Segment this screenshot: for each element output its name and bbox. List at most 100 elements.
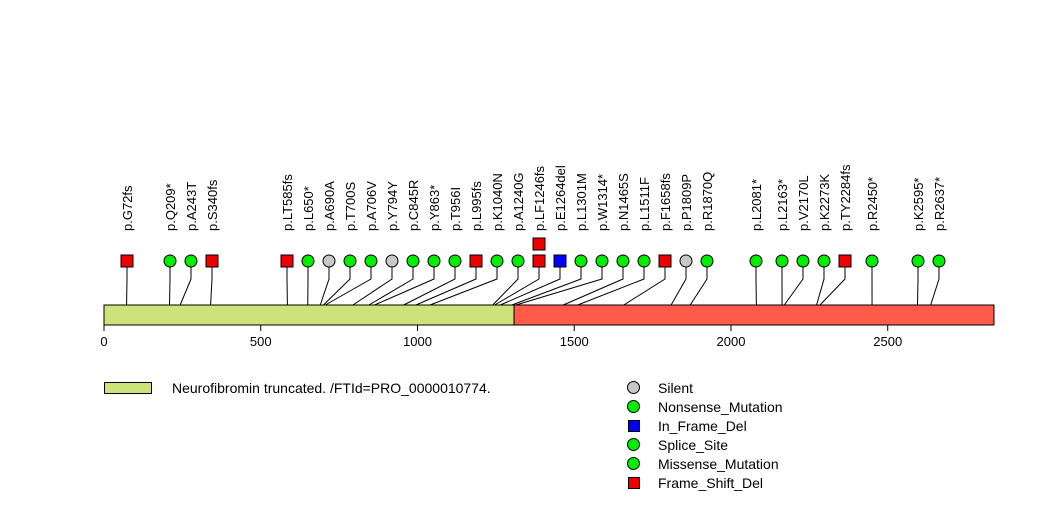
mutation-marker (865, 254, 879, 268)
legend-swatch-frameshift-del (628, 477, 640, 489)
mutation-marker (637, 254, 651, 268)
mutation-marker (574, 254, 588, 268)
mutation-stem (670, 261, 687, 306)
mutation-label: p.Y794Y (385, 181, 400, 231)
mutation-stem (930, 261, 940, 306)
mutation-marker (184, 254, 198, 268)
mutation-marker (532, 254, 546, 268)
mutation-stem (179, 261, 192, 306)
mutation-label: p.L2163* (775, 179, 790, 231)
legend-label-inframe-del: In_Frame_Del (658, 418, 747, 434)
mutation-label: p.T700S (343, 182, 358, 231)
legend-swatch-nonsense (627, 400, 640, 413)
mutation-marker (749, 254, 763, 268)
mutation-stem (374, 261, 435, 306)
x-tick-label: 1500 (560, 334, 589, 349)
mutation-marker (700, 254, 714, 268)
mutation-stem (325, 261, 372, 306)
legend-label-silent: Silent (658, 380, 694, 396)
mutation-label: p.K2595* (911, 178, 926, 232)
mutation-marker (364, 254, 378, 268)
mutation-marker (280, 254, 294, 268)
x-tick-label: 0 (100, 334, 107, 349)
mutation-label: p.K1040N (490, 173, 505, 231)
mutation-stem (494, 261, 540, 306)
mutation-stem (210, 261, 213, 306)
mutation-stem (689, 261, 708, 306)
mutation-marker (205, 254, 219, 268)
mutation-label: p.W1314* (595, 174, 610, 231)
mutation-label: p.S340fs (205, 179, 220, 231)
mutation-marker (385, 254, 399, 268)
mutation-label: p.N1465S (616, 173, 631, 231)
legend-label-frameshift-del: Frame_Shift_Del (658, 475, 764, 491)
mutation-marker (532, 237, 546, 251)
mutation-label: p.F1658fs (658, 173, 673, 231)
mutation-stem (352, 261, 393, 306)
mutation-label: p.L1511F (637, 177, 652, 231)
mutation-label: p.T956I (448, 187, 463, 231)
mutation-marker (911, 254, 925, 268)
mutation-marker (838, 254, 852, 268)
mutation-stem (319, 261, 330, 306)
legend-label-missense: Missense_Mutation (658, 456, 779, 472)
legend-domain-swatch (104, 382, 152, 394)
mutation-label: p.A706V (364, 181, 379, 231)
mutation-stem (429, 261, 498, 306)
mutation-marker (511, 254, 525, 268)
legend-label-splice-site: Splice_Site (658, 437, 729, 453)
mutation-marker (343, 254, 357, 268)
mutation-marker (469, 254, 483, 268)
mutation-label: p.L650* (301, 186, 316, 231)
legend-swatch-inframe-del (628, 420, 640, 432)
mutation-marker (658, 254, 672, 268)
mutation-label: p.A690A (322, 181, 337, 231)
mutation-stem (368, 261, 414, 306)
legend-swatch-silent (627, 381, 640, 394)
mutation-marker (595, 254, 609, 268)
x-tick-label: 500 (250, 334, 272, 349)
domain-bar-1 (513, 304, 995, 326)
legend-label-nonsense: Nonsense_Mutation (658, 399, 783, 415)
mutation-label: p.R1870Q (700, 172, 715, 231)
mutation-label: p.L995fs (469, 181, 484, 231)
mutation-label: p.P1809P (679, 174, 694, 231)
mutation-marker (406, 254, 420, 268)
mutation-label: p.E1264del (553, 165, 568, 231)
mutation-label: p.LT585fs (280, 174, 295, 231)
mutation-marker (322, 254, 336, 268)
mutation-marker (427, 254, 441, 268)
mutation-label: p.A1240G (511, 172, 526, 231)
x-tick-label: 2500 (873, 334, 902, 349)
mutation-marker (448, 254, 462, 268)
mutation-label: p.G72fs (120, 185, 135, 231)
legend-domain-label: Neurofibromin truncated. /FTId=PRO_00000… (172, 380, 491, 396)
mutation-label: p.R2450* (865, 177, 880, 231)
mutation-marker (490, 254, 504, 268)
mutation-label: p.TY2284fs (838, 164, 853, 231)
mutation-marker (796, 254, 810, 268)
mutation-label: p.L1301M (574, 173, 589, 231)
mutation-marker (775, 254, 789, 268)
x-tick-label: 1000 (403, 334, 432, 349)
x-tick-label: 2000 (717, 334, 746, 349)
mutation-label: p.Q209* (163, 183, 178, 231)
mutation-stem (563, 261, 624, 306)
mutation-stem (511, 261, 582, 306)
mutation-label: p.Y863* (427, 185, 442, 231)
mutation-marker (553, 254, 567, 268)
mutation-label: p.LF1246fs (532, 165, 547, 231)
legend-swatch-missense (627, 457, 640, 470)
mutation-label: p.R2637* (932, 177, 947, 231)
mutation-label: p.K2273K (817, 174, 832, 231)
mutation-marker (817, 254, 831, 268)
mutation-label: p.L2081* (749, 179, 764, 231)
mutation-stem (816, 261, 825, 306)
mutation-stem (783, 261, 804, 306)
mutation-label: p.A243T (184, 182, 199, 231)
mutation-marker (616, 254, 630, 268)
mutation-label: p.V2170L (796, 175, 811, 231)
mutation-marker (301, 254, 315, 268)
legend-swatch-splice-site (627, 438, 640, 451)
